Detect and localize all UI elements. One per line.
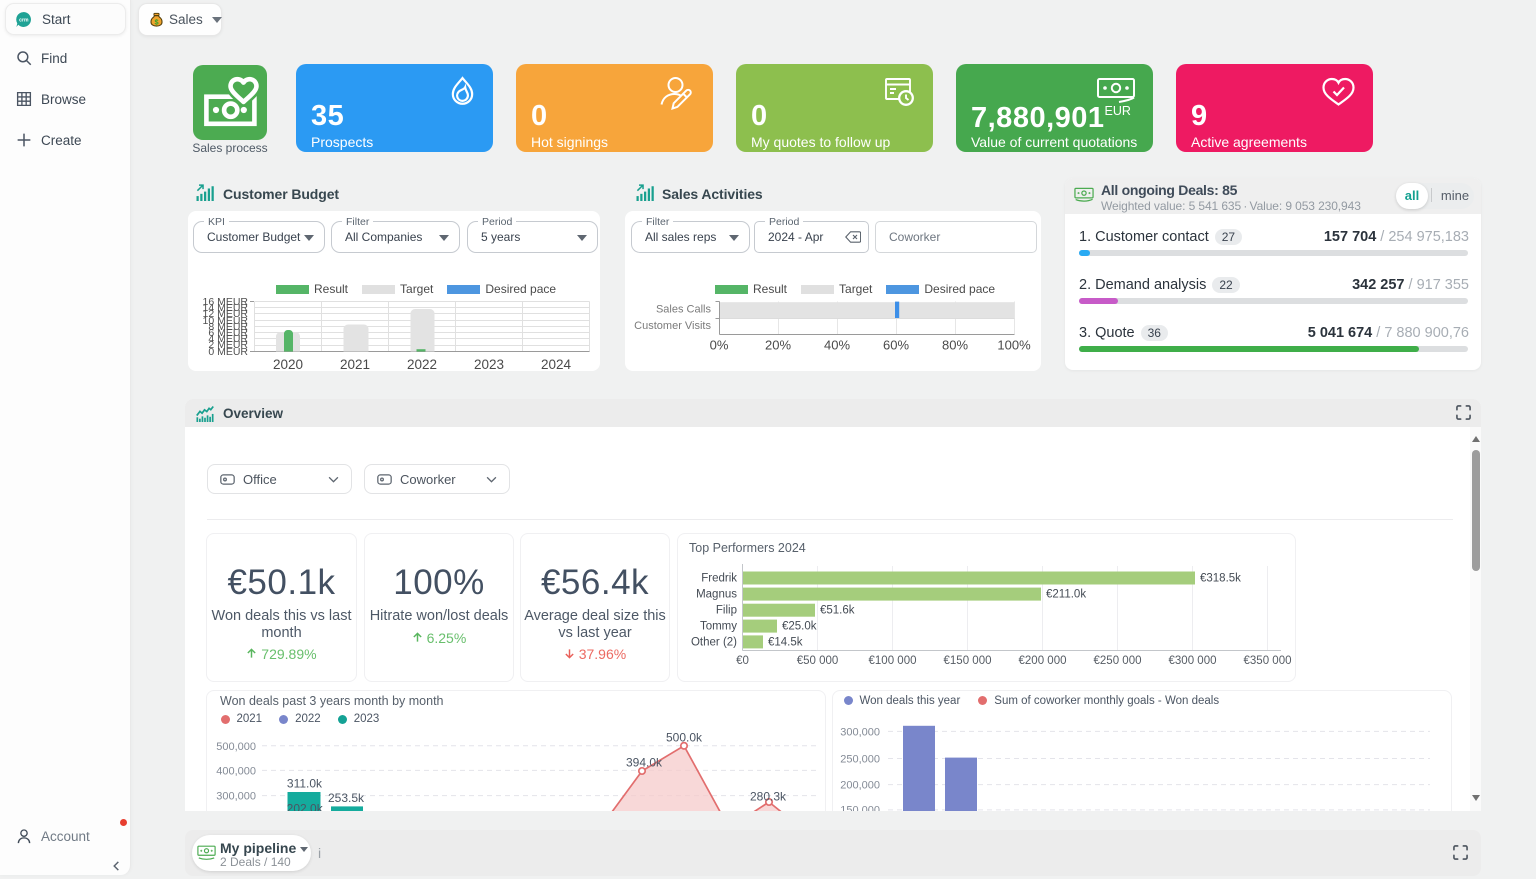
svg-text:14 MEUR: 14 MEUR [202, 302, 248, 314]
svg-text:4 MEUR: 4 MEUR [208, 333, 248, 345]
svg-text:€250 000: €250 000 [1094, 655, 1142, 667]
svg-text:2024: 2024 [541, 357, 572, 371]
svg-text:400,000: 400,000 [216, 765, 256, 777]
svg-text:2020: 2020 [273, 357, 303, 371]
svg-text:150,000: 150,000 [840, 805, 880, 812]
svg-text:€318.5k: €318.5k [1200, 573, 1241, 585]
svg-text:Sales Calls: Sales Calls [656, 304, 712, 316]
svg-text:500,000: 500,000 [216, 741, 256, 753]
svg-text:100%: 100% [997, 338, 1031, 353]
svg-text:Tommy: Tommy [700, 621, 737, 633]
svg-text:2022: 2022 [407, 357, 437, 371]
svg-text:6 MEUR: 6 MEUR [208, 327, 248, 339]
svg-text:8 MEUR: 8 MEUR [208, 321, 248, 333]
svg-text:Customer Visits: Customer Visits [634, 320, 711, 332]
svg-text:2 MEUR: 2 MEUR [208, 339, 248, 351]
svg-text:$: $ [154, 17, 158, 26]
svg-text:16 MEUR: 16 MEUR [202, 296, 248, 308]
svg-text:€14.5k: €14.5k [768, 636, 803, 648]
svg-text:Filip: Filip [716, 605, 737, 617]
svg-text:300,000: 300,000 [216, 791, 256, 803]
svg-text:394.0k: 394.0k [626, 756, 663, 770]
svg-text:Fredrik: Fredrik [701, 573, 737, 585]
svg-text:0%: 0% [710, 338, 729, 353]
svg-text:500.0k: 500.0k [666, 731, 703, 745]
svg-text:Magnus: Magnus [696, 589, 737, 601]
svg-text:200,000: 200,000 [840, 780, 880, 792]
svg-text:300,000: 300,000 [840, 727, 880, 739]
svg-text:311.0k: 311.0k [287, 777, 323, 791]
svg-text:0 MEUR: 0 MEUR [208, 346, 248, 358]
svg-text:€300 000: €300 000 [1169, 655, 1217, 667]
svg-text:60%: 60% [883, 338, 909, 353]
svg-text:20%: 20% [765, 338, 791, 353]
svg-text:€200 000: €200 000 [1019, 655, 1067, 667]
svg-text:€50 000: €50 000 [797, 655, 839, 667]
svg-text:€25.0k: €25.0k [782, 621, 817, 633]
svg-text:10 MEUR: 10 MEUR [202, 315, 248, 327]
svg-text:crm: crm [19, 17, 29, 23]
svg-text:Other (2): Other (2) [691, 636, 737, 648]
svg-text:12 MEUR: 12 MEUR [202, 308, 248, 320]
svg-text:40%: 40% [824, 338, 850, 353]
svg-text:€100 000: €100 000 [869, 655, 917, 667]
svg-text:€350 000: €350 000 [1244, 655, 1292, 667]
svg-text:€211.0k: €211.0k [1046, 589, 1086, 601]
svg-text:80%: 80% [942, 338, 968, 353]
svg-text:€51.6k: €51.6k [820, 605, 855, 617]
svg-text:2023: 2023 [474, 357, 504, 371]
svg-text:280.3k: 280.3k [750, 790, 787, 804]
svg-text:2021: 2021 [340, 357, 370, 371]
svg-text:253.5k: 253.5k [328, 791, 365, 805]
svg-text:€0: €0 [736, 655, 749, 667]
svg-text:202.0k: 202.0k [287, 802, 324, 812]
svg-text:250,000: 250,000 [840, 754, 880, 766]
svg-text:€150 000: €150 000 [944, 655, 992, 667]
